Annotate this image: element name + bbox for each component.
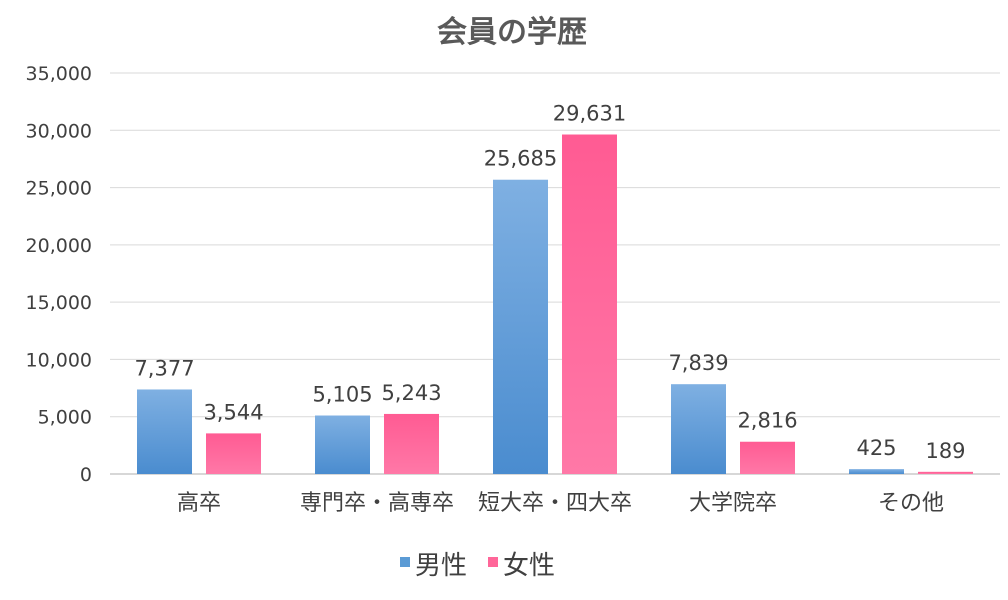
data-label: 25,685 xyxy=(484,147,557,171)
x-tick-label: 短大卒・四大卒 xyxy=(478,491,632,516)
data-label: 5,105 xyxy=(312,383,372,407)
bar-female xyxy=(918,471,973,474)
data-label: 5,243 xyxy=(381,381,441,405)
bar-female xyxy=(384,413,439,474)
y-tick-label: 25,000 xyxy=(26,178,92,200)
x-tick-label: 高卒 xyxy=(177,491,221,516)
bar-male xyxy=(315,415,370,474)
data-label: 7,839 xyxy=(668,351,728,375)
bar-male xyxy=(849,469,904,474)
data-label: 3,544 xyxy=(203,400,263,424)
legend-label: 女性 xyxy=(503,551,555,581)
data-label: 425 xyxy=(856,436,896,460)
data-label: 2,816 xyxy=(737,409,797,433)
y-tick-label: 15,000 xyxy=(26,292,92,314)
bar-male xyxy=(671,384,726,474)
data-label: 7,377 xyxy=(134,356,194,380)
legend-label: 男性 xyxy=(415,551,467,581)
x-tick-label: その他 xyxy=(878,491,944,516)
data-label: 189 xyxy=(925,439,965,463)
bar-female xyxy=(562,134,617,474)
legend-swatch xyxy=(488,557,498,567)
chart-title: 会員の学歴 xyxy=(437,15,587,50)
bar-female xyxy=(206,433,261,474)
x-tick-label: 専門卒・高専卒 xyxy=(300,491,454,516)
y-tick-label: 0 xyxy=(80,464,92,486)
data-label: 29,631 xyxy=(553,102,626,126)
x-tick-label: 大学院卒 xyxy=(689,491,777,516)
bar-female xyxy=(740,441,795,474)
y-tick-label: 30,000 xyxy=(26,120,92,142)
bar-male xyxy=(137,389,192,474)
y-tick-label: 35,000 xyxy=(26,63,92,85)
y-tick-label: 10,000 xyxy=(26,349,92,371)
y-tick-label: 20,000 xyxy=(26,235,92,257)
legend-swatch xyxy=(400,557,410,567)
y-tick-label: 5,000 xyxy=(38,407,92,429)
bar-male xyxy=(493,179,548,475)
